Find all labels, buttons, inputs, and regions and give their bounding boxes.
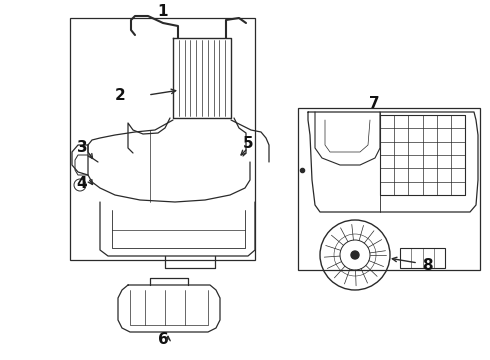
Bar xyxy=(400,248,445,268)
Text: 5: 5 xyxy=(243,135,253,150)
Bar xyxy=(298,108,480,270)
Text: 4: 4 xyxy=(77,175,87,190)
Bar xyxy=(70,18,255,260)
Text: 6: 6 xyxy=(158,333,169,347)
Text: 1: 1 xyxy=(158,4,168,19)
Text: 7: 7 xyxy=(368,95,379,111)
Text: 2: 2 xyxy=(115,87,125,103)
Text: 3: 3 xyxy=(77,140,87,156)
Circle shape xyxy=(351,251,359,259)
Text: 8: 8 xyxy=(422,257,432,273)
